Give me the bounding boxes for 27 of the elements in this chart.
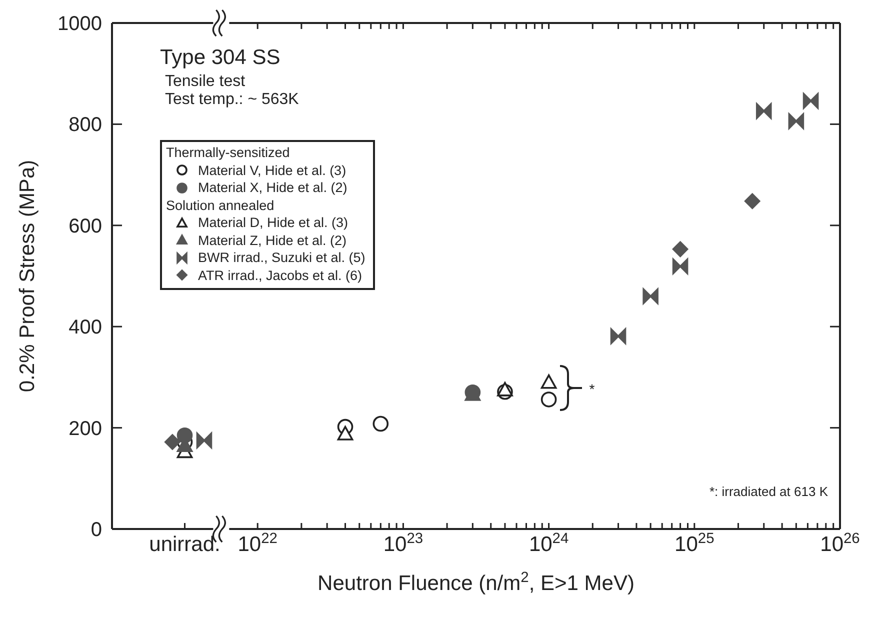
x-tick-label: 10$^{25}$: [674, 531, 714, 556]
y-tick-label: 400: [68, 316, 102, 339]
x-tick-label: 10$^{23}$: [383, 531, 424, 556]
y-axis-title: 0.2% Proof Stress (MPa): [16, 160, 39, 392]
x-tick-label: 10$^{24}$: [528, 531, 569, 556]
y-tick-label: 600: [68, 215, 102, 238]
y-tick-label: 800: [68, 114, 102, 136]
x-tick-label: 10$^{22}$: [238, 531, 278, 556]
annotation: Type 304 SS: [160, 46, 280, 70]
annotation: *: irradiated at 613 K: [709, 484, 828, 499]
annotation: Thermally-sensitized: [166, 144, 291, 162]
annotation: Test temp.: ~ 563K: [165, 91, 299, 109]
x-tick-label: unirrad.: [149, 533, 220, 556]
legend-label: Material X, Hide et al. (2): [198, 179, 348, 196]
legend-label: Material V, Hide et al. (3): [198, 162, 346, 179]
annotation: Tensile test: [165, 73, 246, 91]
y-tick-label: 200: [68, 418, 102, 440]
annotation: *: [589, 381, 596, 397]
legend-label: BWR irrad., Suzuki et al. (5): [198, 249, 366, 266]
legend-label: Material Z, Hide et al. (2): [198, 232, 347, 249]
x-tick-label: 10$^{26}$: [820, 531, 860, 556]
annotation: Solution annealed: [166, 196, 276, 214]
legend-label: Material D, Hide et al. (3): [198, 214, 348, 232]
y-tick-label: 0: [90, 519, 102, 541]
legend-label: ATR irrad., Jacobs et al. (6): [198, 266, 362, 284]
x-axis-title: Neutron Fluence (n/m$^{2}$, E>1 MeV): [318, 570, 634, 595]
y-tick-label: 1000: [58, 13, 102, 35]
